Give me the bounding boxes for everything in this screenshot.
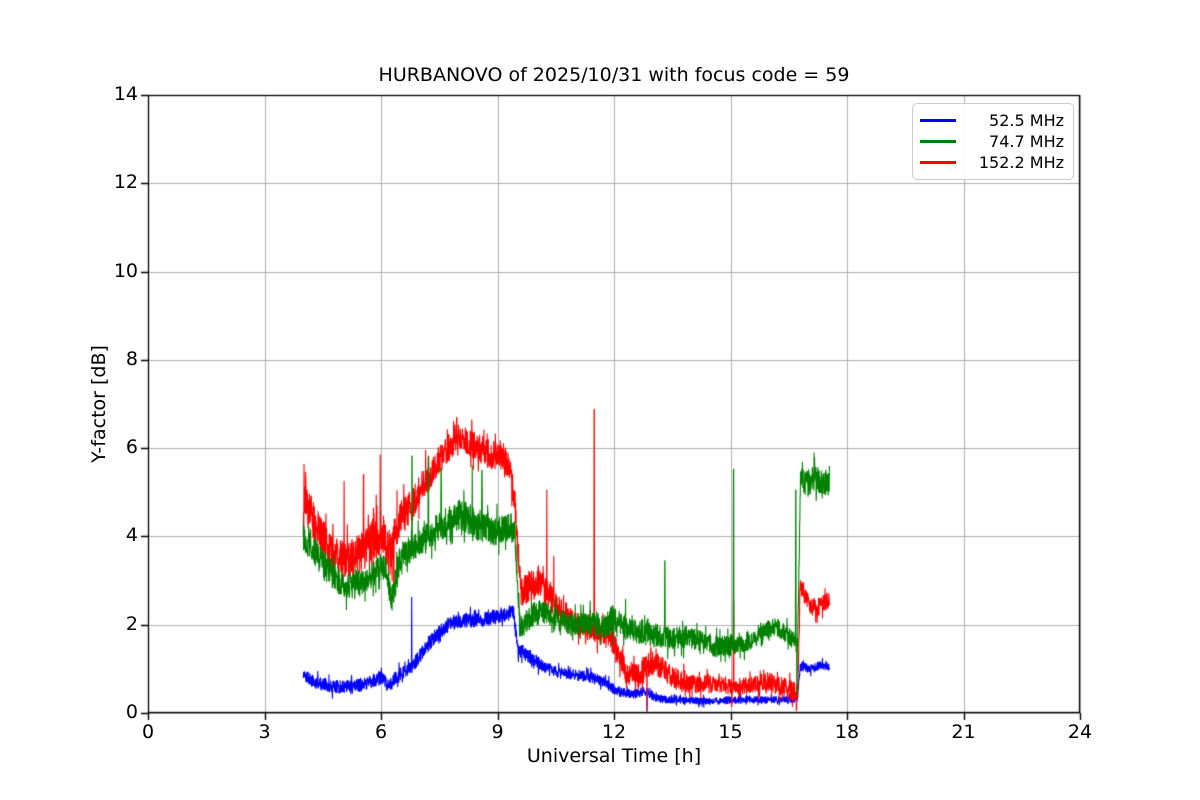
legend-entry: 74.7 MHz (920, 131, 1064, 152)
y-tick-label: 4 (125, 524, 138, 547)
x-tick-label: 21 (951, 721, 976, 743)
legend-line-swatch (920, 161, 956, 164)
legend-line-swatch (920, 119, 956, 122)
x-tick-label: 0 (141, 721, 155, 743)
x-tick-label: 9 (491, 721, 504, 743)
legend-label: 74.7 MHz (989, 132, 1064, 151)
legend-entry: 52.5 MHz (920, 110, 1064, 131)
x-tick-label: 3 (258, 721, 271, 743)
legend-line-swatch (920, 140, 956, 143)
legend-entry: 152.2 MHz (920, 152, 1064, 173)
x-tick-label: 6 (374, 721, 388, 743)
y-tick-label: 0 (125, 701, 138, 723)
legend-label: 52.5 MHz (989, 111, 1064, 130)
x-tick-label: 24 (1067, 721, 1093, 743)
y-tick-label: 10 (113, 259, 138, 282)
chart-title: HURBANOVO of 2025/10/31 with focus code … (378, 64, 850, 86)
y-tick-label: 12 (113, 171, 138, 194)
x-tick-label: 12 (601, 721, 627, 743)
y-tick-label: 8 (125, 347, 138, 370)
legend: 52.5 MHz 74.7 MHz 152.2 MHz (912, 103, 1074, 180)
x-tick-label: 15 (718, 721, 743, 743)
legend-label: 152.2 MHz (978, 153, 1064, 172)
y-tick-label: 6 (125, 436, 138, 459)
y-tick-label: 14 (113, 83, 138, 105)
y-tick-label: 2 (125, 612, 138, 635)
x-axis-label: Universal Time [h] (526, 745, 702, 767)
x-tick-label: 18 (834, 721, 860, 743)
